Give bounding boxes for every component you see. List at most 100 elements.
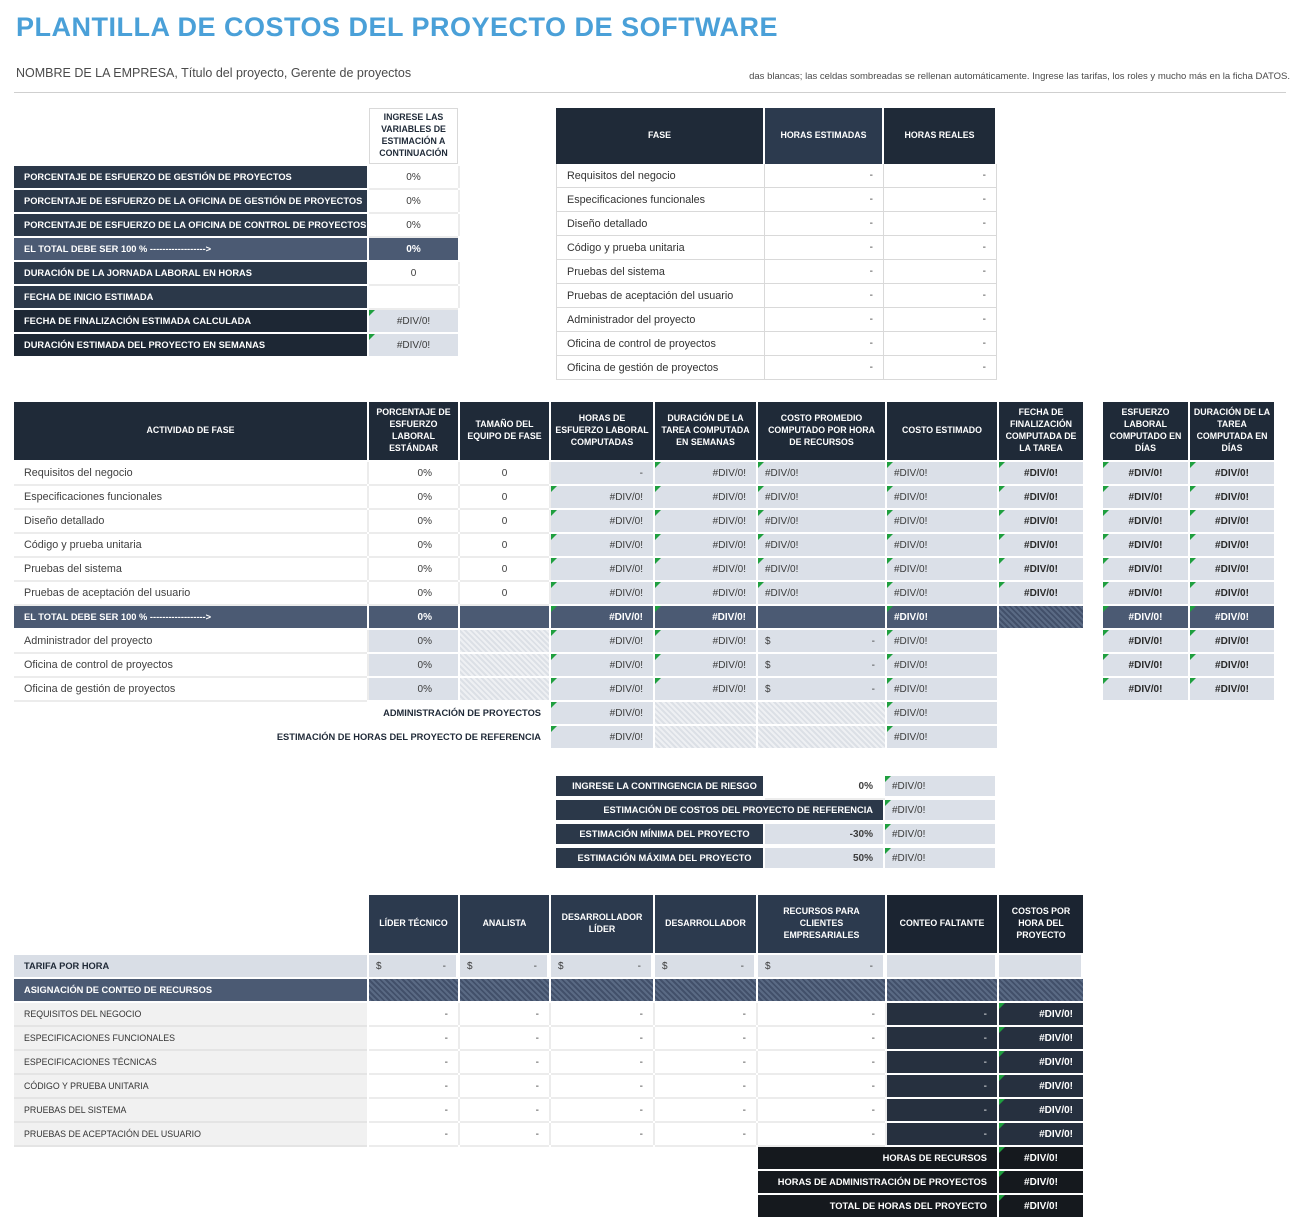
pct-effort-cell[interactable]: 0% [369,606,458,628]
computed-hours-cell[interactable]: #DIV/0! [551,486,653,508]
duration-days-cell[interactable]: #DIV/0! [1190,510,1274,532]
pct-effort-cell[interactable]: 0% [369,510,458,532]
count-cell[interactable]: - [460,1123,549,1145]
missing-count-cell[interactable]: - [887,1075,997,1097]
effort-days-cell[interactable]: #DIV/0! [1103,462,1188,484]
team-size-cell[interactable]: 0 [460,486,549,508]
pct-effort-cell[interactable]: 0% [369,630,458,652]
actual-hours-cell[interactable]: - [884,332,997,356]
avg-cost-cell[interactable]: #DIV/0! [758,510,885,532]
duration-days-cell[interactable]: #DIV/0! [1190,582,1274,604]
estimated-cost-cell[interactable]: #DIV/0! [887,462,997,484]
weeks-cell[interactable]: #DIV/0! [655,462,756,484]
duration-days-cell[interactable]: #DIV/0! [1190,630,1274,652]
computed-hours-cell[interactable]: #DIV/0! [551,534,653,556]
footer-total-cell[interactable]: #DIV/0! [999,1147,1083,1169]
result-cell[interactable]: #DIV/0! [885,800,997,822]
pct-effort-cell[interactable]: 0% [369,582,458,604]
actual-hours-cell[interactable]: - [884,212,997,236]
count-cell[interactable]: - [551,1099,653,1121]
count-cell[interactable]: - [551,1027,653,1049]
duration-days-cell[interactable]: #DIV/0! [1190,654,1274,676]
pct-effort-cell[interactable]: 0% [369,654,458,676]
count-cell[interactable]: - [655,1051,756,1073]
variable-value-cell[interactable]: 0 [369,262,458,284]
count-cell[interactable]: - [460,1051,549,1073]
computed-hours-cell[interactable]: #DIV/0! [551,606,653,628]
effort-days-cell[interactable]: #DIV/0! [1103,606,1188,628]
rate-cell[interactable]: $ - [460,955,549,977]
finish-date-cell[interactable]: #DIV/0! [999,510,1083,532]
estimated-cost-cell[interactable]: #DIV/0! [887,726,997,748]
estimated-cost-cell[interactable]: #DIV/0! [887,510,997,532]
weeks-cell[interactable]: #DIV/0! [655,630,756,652]
missing-count-cell[interactable]: - [887,1123,997,1145]
finish-date-cell[interactable]: #DIV/0! [999,534,1083,556]
effort-days-cell[interactable]: #DIV/0! [1103,654,1188,676]
count-cell[interactable]: - [369,1123,458,1145]
actual-hours-cell[interactable]: - [884,164,997,188]
project-cost-cell[interactable]: #DIV/0! [999,1003,1083,1025]
count-cell[interactable]: - [655,1003,756,1025]
contingency-value-cell[interactable]: -30% [765,824,885,846]
count-cell[interactable]: - [551,1051,653,1073]
team-size-cell[interactable]: 0 [460,558,549,580]
avg-cost-cell[interactable]: #DIV/0! [758,462,885,484]
weeks-cell[interactable]: #DIV/0! [655,582,756,604]
result-cell[interactable]: #DIV/0! [885,848,997,870]
estimated-hours-cell[interactable]: - [765,188,884,212]
count-cell[interactable]: - [758,1099,885,1121]
weeks-cell[interactable]: #DIV/0! [655,486,756,508]
avg-cost-cell[interactable]: #DIV/0! [758,582,885,604]
estimated-cost-cell[interactable]: #DIV/0! [887,630,997,652]
count-cell[interactable]: - [369,1051,458,1073]
duration-days-cell[interactable]: #DIV/0! [1190,462,1274,484]
computed-hours-cell[interactable]: #DIV/0! [551,678,653,700]
weeks-cell[interactable]: #DIV/0! [655,534,756,556]
actual-hours-cell[interactable]: - [884,260,997,284]
computed-hours-cell[interactable]: #DIV/0! [551,582,653,604]
estimated-cost-cell[interactable]: #DIV/0! [887,678,997,700]
estimated-hours-cell[interactable]: - [765,212,884,236]
avg-cost-cell[interactable]: $ - [758,630,885,652]
count-cell[interactable]: - [551,1003,653,1025]
duration-days-cell[interactable]: #DIV/0! [1190,606,1274,628]
actual-hours-cell[interactable]: - [884,308,997,332]
finish-date-cell[interactable]: #DIV/0! [999,582,1083,604]
weeks-cell[interactable]: #DIV/0! [655,654,756,676]
variable-value-cell[interactable]: 0% [369,214,458,236]
variable-value-cell[interactable]: #DIV/0! [369,310,458,332]
rate-cell[interactable]: $ - [369,955,458,977]
project-cost-cell[interactable]: #DIV/0! [999,1027,1083,1049]
count-cell[interactable]: - [369,1027,458,1049]
count-cell[interactable]: - [655,1123,756,1145]
missing-count-cell[interactable]: - [887,1003,997,1025]
rate-cell[interactable]: $ - [655,955,756,977]
footer-total-cell[interactable]: #DIV/0! [999,1171,1083,1193]
result-cell[interactable]: #DIV/0! [885,824,997,846]
estimated-hours-cell[interactable]: - [765,332,884,356]
duration-days-cell[interactable]: #DIV/0! [1190,558,1274,580]
effort-days-cell[interactable]: #DIV/0! [1103,558,1188,580]
count-cell[interactable]: - [758,1027,885,1049]
missing-count-cell[interactable]: - [887,1051,997,1073]
count-cell[interactable]: - [369,1075,458,1097]
actual-hours-cell[interactable]: - [884,188,997,212]
pct-effort-cell[interactable]: 0% [369,486,458,508]
computed-hours-cell[interactable]: #DIV/0! [551,726,653,748]
avg-cost-cell[interactable]: #DIV/0! [758,558,885,580]
weeks-cell[interactable]: #DIV/0! [655,510,756,532]
team-size-cell[interactable]: 0 [460,462,549,484]
effort-days-cell[interactable]: #DIV/0! [1103,486,1188,508]
estimated-hours-cell[interactable]: - [765,236,884,260]
estimated-hours-cell[interactable]: - [765,356,884,380]
estimated-hours-cell[interactable]: - [765,260,884,284]
count-cell[interactable]: - [369,1099,458,1121]
estimated-cost-cell[interactable]: #DIV/0! [887,606,997,628]
result-cell[interactable]: #DIV/0! [885,776,997,798]
count-cell[interactable]: - [369,1003,458,1025]
estimated-cost-cell[interactable]: #DIV/0! [887,654,997,676]
count-cell[interactable]: - [758,1003,885,1025]
finish-date-cell[interactable]: #DIV/0! [999,558,1083,580]
count-cell[interactable]: - [460,1003,549,1025]
